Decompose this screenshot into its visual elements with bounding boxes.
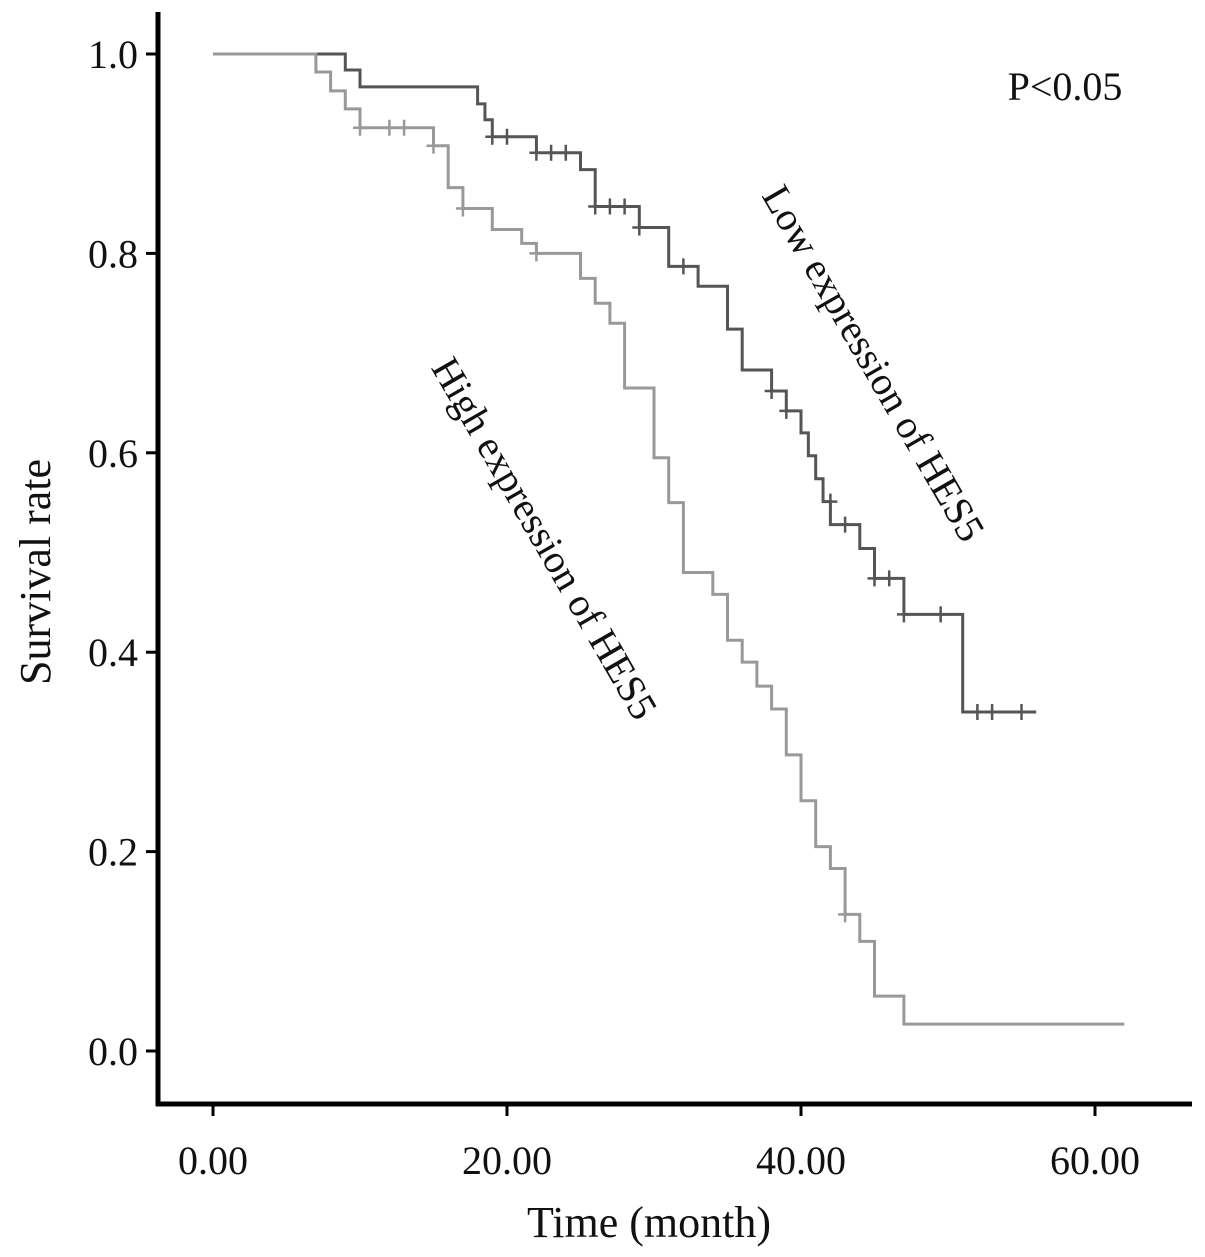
- censor-mark: [588, 198, 603, 215]
- censor-mark: [485, 128, 500, 145]
- series-label-low: Low expression of HES5: [753, 177, 994, 549]
- censor-mark: [896, 606, 911, 623]
- censor-mark: [353, 119, 367, 136]
- p-value-annotation: P<0.05: [1008, 64, 1123, 109]
- censor-mark: [455, 200, 470, 217]
- y-axis-title: Survival rate: [11, 459, 60, 685]
- y-tick-label: 0.6: [88, 431, 138, 476]
- censor-mark: [382, 119, 397, 136]
- censor-mark: [779, 402, 794, 419]
- censor-mark: [764, 382, 779, 399]
- x-tick-label: 60.00: [1050, 1138, 1140, 1183]
- censor-mark: [933, 606, 948, 623]
- series-group: [213, 52, 1125, 1026]
- x-tick-label: 40.00: [756, 1138, 846, 1183]
- labels: P<0.05 Time (month) Survival rate Low ex…: [11, 64, 1122, 1247]
- censor-mark: [867, 570, 882, 587]
- series-high-expression: [213, 52, 1125, 1026]
- survival-curve: [213, 52, 1037, 714]
- axes: [155, 12, 1192, 1107]
- censor-mark: [500, 128, 514, 145]
- y-tick-label: 0.2: [88, 830, 138, 875]
- ticks: 0.0 0.2 0.4 0.6 0.8 1.0 0.00 20.00 40.00 60.00: [88, 32, 1140, 1183]
- censor-mark: [882, 570, 897, 587]
- censor-mark: [426, 137, 441, 154]
- censor-mark: [676, 258, 691, 275]
- series-low-expression: [213, 52, 1037, 721]
- y-tick-label: 1.0: [88, 32, 138, 77]
- survival-curve: [213, 52, 1125, 1026]
- censor-mark: [632, 219, 647, 236]
- censor-mark: [838, 906, 853, 923]
- censor-mark: [529, 245, 544, 262]
- y-tick-label: 0.8: [88, 231, 138, 276]
- censor-mark: [397, 119, 412, 136]
- y-tick-label: 0.0: [88, 1029, 138, 1074]
- censor-mark: [823, 493, 838, 510]
- censor-mark: [1014, 704, 1029, 721]
- series-label-high: High expression of HES5: [423, 349, 667, 727]
- censor-mark: [970, 704, 985, 721]
- x-tick-label: 20.00: [462, 1138, 552, 1183]
- x-axis-title: Time (month): [527, 1198, 771, 1247]
- censor-mark: [838, 516, 853, 533]
- censor-mark: [617, 198, 632, 215]
- y-tick-label: 0.4: [88, 630, 138, 675]
- censor-mark: [985, 704, 1000, 721]
- censor-mark: [544, 144, 559, 161]
- censor-mark: [558, 144, 573, 161]
- censor-mark: [602, 198, 617, 215]
- x-tick-label: 0.00: [178, 1138, 248, 1183]
- censor-mark: [529, 144, 544, 161]
